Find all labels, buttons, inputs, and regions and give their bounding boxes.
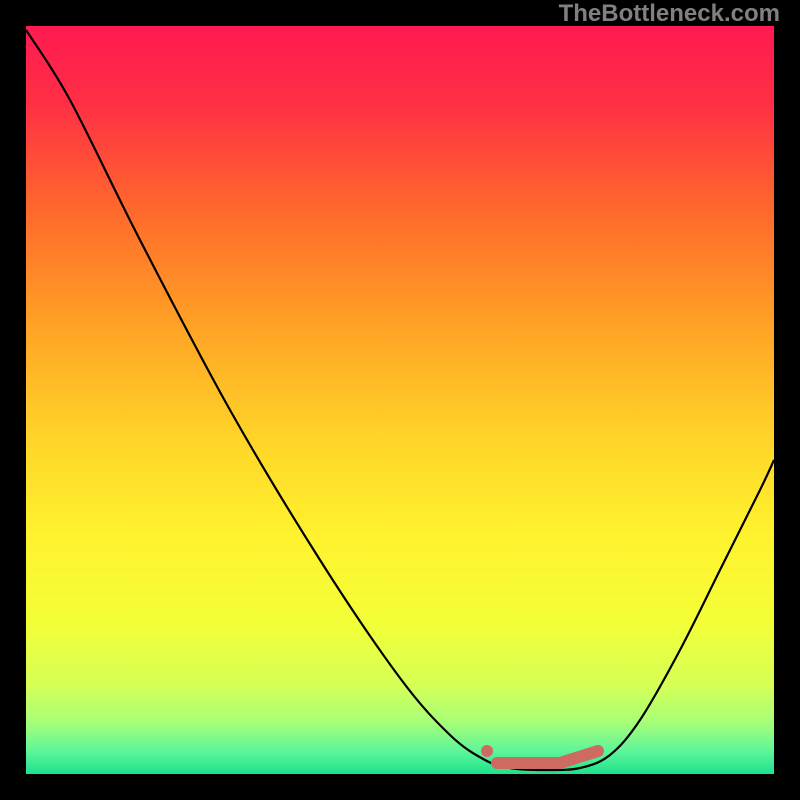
chart-plot-area — [26, 26, 774, 774]
bottleneck-chart — [0, 0, 800, 800]
watermark-text: TheBottleneck.com — [559, 0, 780, 28]
optimal-point-marker — [481, 745, 493, 757]
chart-container: TheBottleneck.com — [0, 0, 800, 800]
